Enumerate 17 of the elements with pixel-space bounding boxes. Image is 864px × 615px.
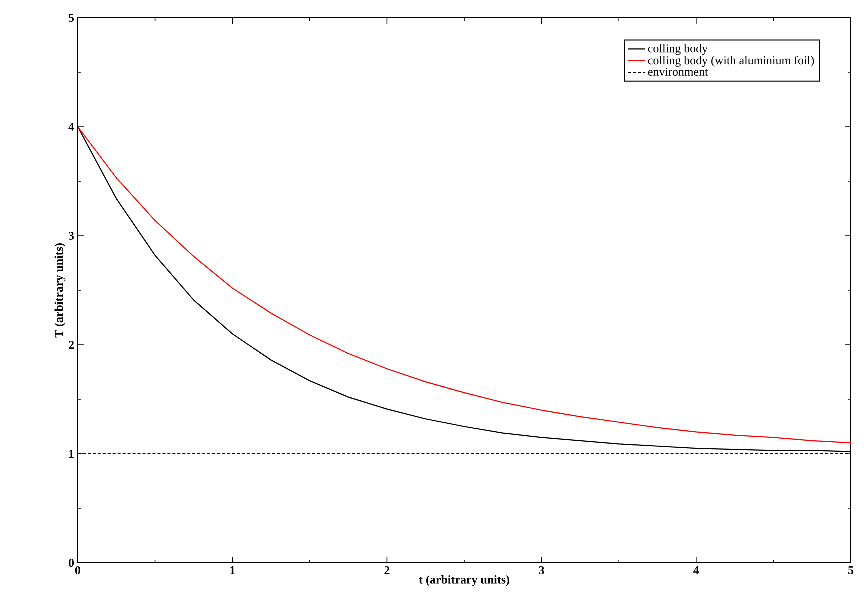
x-tick-label: 3 <box>539 566 544 575</box>
y-tick-label: 0 <box>68 558 74 568</box>
y-tick-label: 3 <box>68 232 74 240</box>
y-tick-label: 1 <box>69 450 74 458</box>
legend-label: colling body (with aluminium foil) <box>648 56 814 68</box>
legend-label: colling body <box>648 44 708 56</box>
legend-label: environment <box>648 68 708 76</box>
x-tick-label: 1 <box>230 566 235 574</box>
x-tick-label: 2 <box>384 566 390 574</box>
x-axis-title: t (arbitrary units) <box>419 575 510 586</box>
y-axis-title: T (arbitrary units) <box>54 244 66 338</box>
y-tick-label: 5 <box>68 14 74 22</box>
x-tick-label: 0 <box>75 566 81 575</box>
y-tick-label: 2 <box>69 341 74 349</box>
x-tick-label: 5 <box>848 566 854 574</box>
x-tick-label: 4 <box>694 566 700 574</box>
y-tick-label: 4 <box>68 123 74 131</box>
